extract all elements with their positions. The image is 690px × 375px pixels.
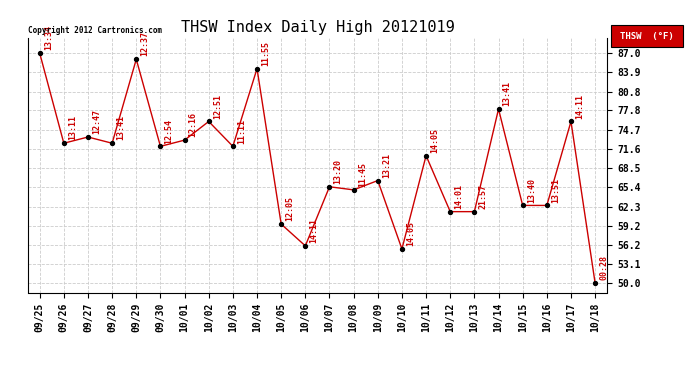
Point — [444, 209, 455, 214]
Point — [469, 209, 480, 214]
Point — [565, 118, 576, 124]
Text: 14:11: 14:11 — [575, 94, 584, 118]
Text: 12:16: 12:16 — [189, 112, 198, 137]
Text: 00:28: 00:28 — [600, 255, 609, 280]
Point — [179, 137, 190, 143]
Point — [324, 184, 335, 190]
Text: 14:05: 14:05 — [406, 221, 415, 246]
Text: 13:41: 13:41 — [117, 116, 126, 141]
Point — [276, 221, 287, 227]
Text: THSW  (°F): THSW (°F) — [620, 32, 673, 40]
Text: 13:51: 13:51 — [551, 178, 560, 203]
Text: 12:05: 12:05 — [286, 196, 295, 221]
Point — [83, 134, 94, 140]
Text: 11:55: 11:55 — [262, 41, 270, 66]
Text: Copyright 2012 Cartronics.com: Copyright 2012 Cartronics.com — [28, 26, 161, 35]
Point — [203, 118, 214, 124]
Point — [299, 243, 310, 249]
Text: 13:34: 13:34 — [44, 25, 53, 50]
Point — [373, 177, 384, 183]
Text: 12:51: 12:51 — [213, 94, 222, 118]
Point — [541, 202, 552, 208]
Point — [155, 143, 166, 149]
Text: 13:21: 13:21 — [382, 153, 391, 178]
Text: 14:05: 14:05 — [431, 128, 440, 153]
Text: 11:45: 11:45 — [358, 162, 367, 187]
Point — [228, 143, 239, 149]
Text: 13:11: 13:11 — [68, 116, 77, 141]
Point — [106, 140, 117, 146]
Point — [34, 50, 46, 56]
Text: 14:01: 14:01 — [455, 184, 464, 209]
Point — [251, 66, 262, 72]
Text: 12:47: 12:47 — [92, 109, 101, 134]
Text: 12:37: 12:37 — [141, 32, 150, 57]
Point — [348, 187, 359, 193]
Point — [130, 56, 142, 62]
Text: 11:11: 11:11 — [237, 118, 246, 144]
Point — [589, 280, 600, 286]
Text: 13:20: 13:20 — [334, 159, 343, 184]
Point — [58, 140, 69, 146]
Text: 12:54: 12:54 — [165, 118, 174, 144]
Title: THSW Index Daily High 20121019: THSW Index Daily High 20121019 — [181, 20, 454, 35]
Point — [396, 246, 407, 252]
Text: 13:40: 13:40 — [527, 178, 536, 203]
Point — [518, 202, 529, 208]
Point — [420, 153, 432, 159]
Text: 13:41: 13:41 — [503, 81, 512, 106]
Point — [493, 106, 504, 112]
Text: 14:11: 14:11 — [310, 218, 319, 243]
Text: 21:57: 21:57 — [479, 184, 488, 209]
